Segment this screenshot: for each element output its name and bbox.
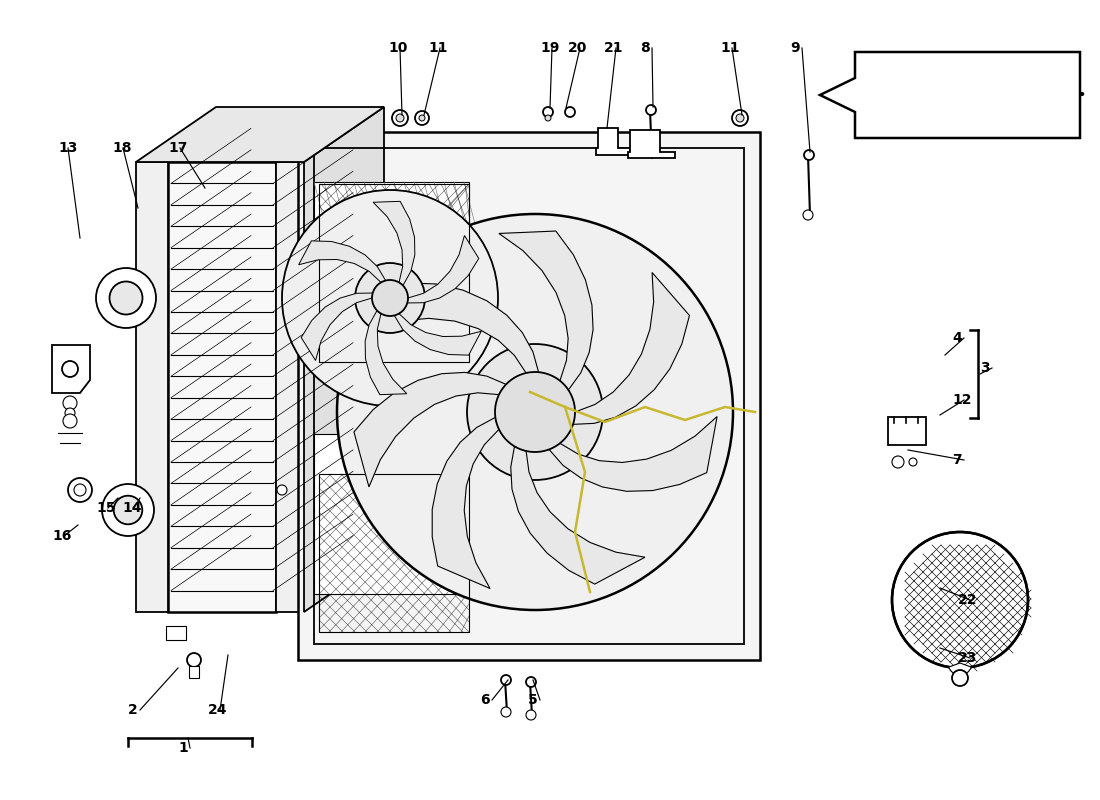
Circle shape	[415, 111, 429, 125]
Text: 11: 11	[720, 41, 739, 55]
Circle shape	[282, 190, 498, 406]
Text: 15: 15	[96, 501, 115, 515]
Text: 5: 5	[528, 693, 538, 707]
Bar	[298, 132, 760, 660]
Polygon shape	[628, 130, 675, 158]
Circle shape	[337, 214, 733, 610]
Circle shape	[646, 105, 656, 115]
Text: 3: 3	[980, 361, 990, 375]
Polygon shape	[432, 418, 499, 589]
Bar	[314, 182, 469, 372]
Circle shape	[419, 115, 425, 121]
Circle shape	[468, 344, 603, 480]
Circle shape	[396, 114, 404, 122]
Text: 9: 9	[790, 41, 800, 55]
Polygon shape	[354, 372, 506, 487]
Polygon shape	[596, 128, 630, 155]
Polygon shape	[820, 52, 1080, 138]
Circle shape	[804, 150, 814, 160]
Circle shape	[187, 653, 201, 667]
Circle shape	[68, 478, 92, 502]
Text: 18: 18	[112, 141, 132, 155]
Polygon shape	[549, 417, 717, 491]
Circle shape	[355, 263, 425, 333]
Text: 14: 14	[122, 501, 142, 515]
Polygon shape	[136, 107, 384, 162]
Circle shape	[372, 280, 408, 316]
Text: 12: 12	[952, 393, 971, 407]
Bar	[168, 162, 276, 612]
Text: 7: 7	[952, 453, 961, 467]
Circle shape	[544, 115, 551, 121]
Polygon shape	[365, 310, 407, 394]
Polygon shape	[373, 202, 415, 286]
Text: 24: 24	[208, 703, 228, 717]
Circle shape	[526, 677, 536, 687]
Text: 1: 1	[178, 741, 188, 755]
Polygon shape	[299, 241, 386, 282]
Polygon shape	[395, 314, 482, 355]
Text: a passion: a passion	[200, 482, 512, 538]
Circle shape	[736, 114, 744, 122]
Text: 16: 16	[52, 529, 72, 543]
Circle shape	[113, 496, 142, 524]
Text: 19: 19	[540, 41, 560, 55]
Text: 11: 11	[428, 41, 448, 55]
Circle shape	[495, 372, 575, 452]
Bar	[189, 666, 199, 678]
Polygon shape	[510, 446, 645, 584]
Circle shape	[565, 107, 575, 117]
Polygon shape	[304, 107, 384, 612]
Circle shape	[65, 408, 75, 418]
Bar	[136, 162, 168, 612]
Circle shape	[500, 707, 512, 717]
Circle shape	[803, 210, 813, 220]
Circle shape	[500, 675, 512, 685]
Bar	[314, 434, 469, 594]
Bar	[319, 474, 469, 632]
Polygon shape	[573, 273, 690, 424]
Polygon shape	[499, 231, 593, 390]
Circle shape	[909, 458, 917, 466]
Bar	[166, 626, 186, 640]
Wedge shape	[948, 663, 971, 675]
Text: 23: 23	[958, 651, 978, 665]
Circle shape	[102, 484, 154, 536]
Circle shape	[96, 268, 156, 328]
Circle shape	[63, 396, 77, 410]
Text: 8: 8	[640, 41, 650, 55]
Text: 21: 21	[604, 41, 624, 55]
Bar	[319, 184, 469, 362]
Bar	[888, 417, 926, 445]
Polygon shape	[407, 235, 478, 303]
Circle shape	[526, 710, 536, 720]
Polygon shape	[52, 345, 90, 393]
Text: 22: 22	[958, 593, 978, 607]
Bar	[276, 162, 304, 612]
Text: 2: 2	[128, 703, 138, 717]
Text: 4: 4	[952, 331, 961, 345]
Circle shape	[892, 532, 1028, 668]
Circle shape	[952, 670, 968, 686]
Polygon shape	[373, 283, 539, 373]
Circle shape	[110, 282, 143, 314]
Circle shape	[732, 110, 748, 126]
Text: 17: 17	[168, 141, 187, 155]
Text: 10: 10	[388, 41, 407, 55]
Text: 20: 20	[568, 41, 587, 55]
Circle shape	[892, 456, 904, 468]
Circle shape	[543, 107, 553, 117]
Circle shape	[277, 485, 287, 495]
Text: 1985: 1985	[330, 542, 547, 618]
Circle shape	[392, 110, 408, 126]
Text: 6: 6	[480, 693, 490, 707]
Polygon shape	[301, 293, 373, 361]
Text: 13: 13	[58, 141, 77, 155]
Bar	[314, 148, 744, 644]
Circle shape	[63, 414, 77, 428]
